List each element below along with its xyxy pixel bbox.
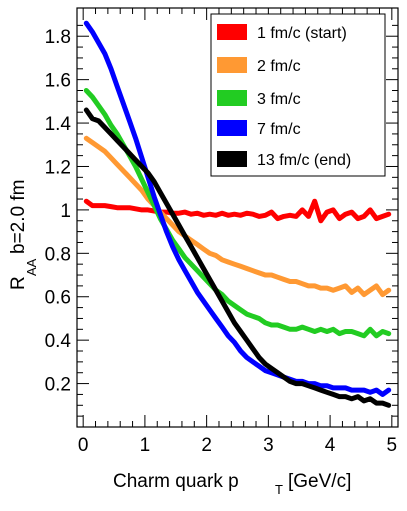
x-tick-label: 0 [78,435,89,456]
series-line-4 [83,20,392,397]
plot-frame [76,7,399,428]
legend-label-1: 1 fm/c (start) [257,25,347,42]
legend-swatch-4 [217,120,247,136]
x-tick-label: 2 [201,435,212,456]
y-axis-title-sub: AA [24,258,39,276]
series-line-5 [83,107,392,408]
y-tick-label: 1 [60,201,71,222]
x-tick-label: 1 [140,435,151,456]
x-tick-label: 3 [263,435,274,456]
legend-swatch-3 [217,90,247,106]
y-tick-label: 0.2 [45,375,71,396]
x-tick-label: 4 [325,435,336,456]
legend: 1 fm/c (start) 2 fm/c 3 fm/c 7 fm/c 13 f… [210,13,386,177]
y-tick-label: 0.4 [45,331,72,352]
series-line-2 [83,135,392,298]
x-tick-label: 5 [387,435,398,456]
y-tick-label: 0.6 [45,288,71,309]
legend-label-5: 13 fm/c (end) [257,152,351,169]
legend-swatch-2 [217,57,247,73]
legend-swatch-5 [217,151,247,167]
x-axis-title-main: Charm quark p [113,471,239,492]
x-axis-title: Charm quark p T [GeV/c] [113,471,351,497]
x-axis-title-unit: [GeV/c] [288,471,351,492]
y-axis-title-note: b=2.0 fm [8,180,29,254]
series-line-3 [83,88,392,339]
y-tick-label: 1.2 [45,157,71,178]
axis-ticks: 0 1 2 3 4 5 0.2 0.4 0.6 0.8 1 1.2 1.4 1.6 1.8 [45,8,398,456]
y-tick-label: 1.6 [45,71,71,92]
legend-label-2: 2 fm/c [257,58,301,75]
y-tick-label: 1.4 [45,114,72,135]
series-line-1 [83,198,392,224]
series-layer [83,20,392,408]
y-axis-title-main: R [8,276,29,290]
x-axis-title-sub: T [275,482,283,497]
y-axis-title: R AA b=2.0 fm [8,180,39,290]
legend-label-3: 3 fm/c [257,91,301,108]
y-tick-label: 0.8 [45,244,71,265]
y-tick-label: 1.8 [45,27,71,48]
legend-label-4: 7 fm/c [257,121,301,138]
legend-swatch-1 [217,24,247,40]
